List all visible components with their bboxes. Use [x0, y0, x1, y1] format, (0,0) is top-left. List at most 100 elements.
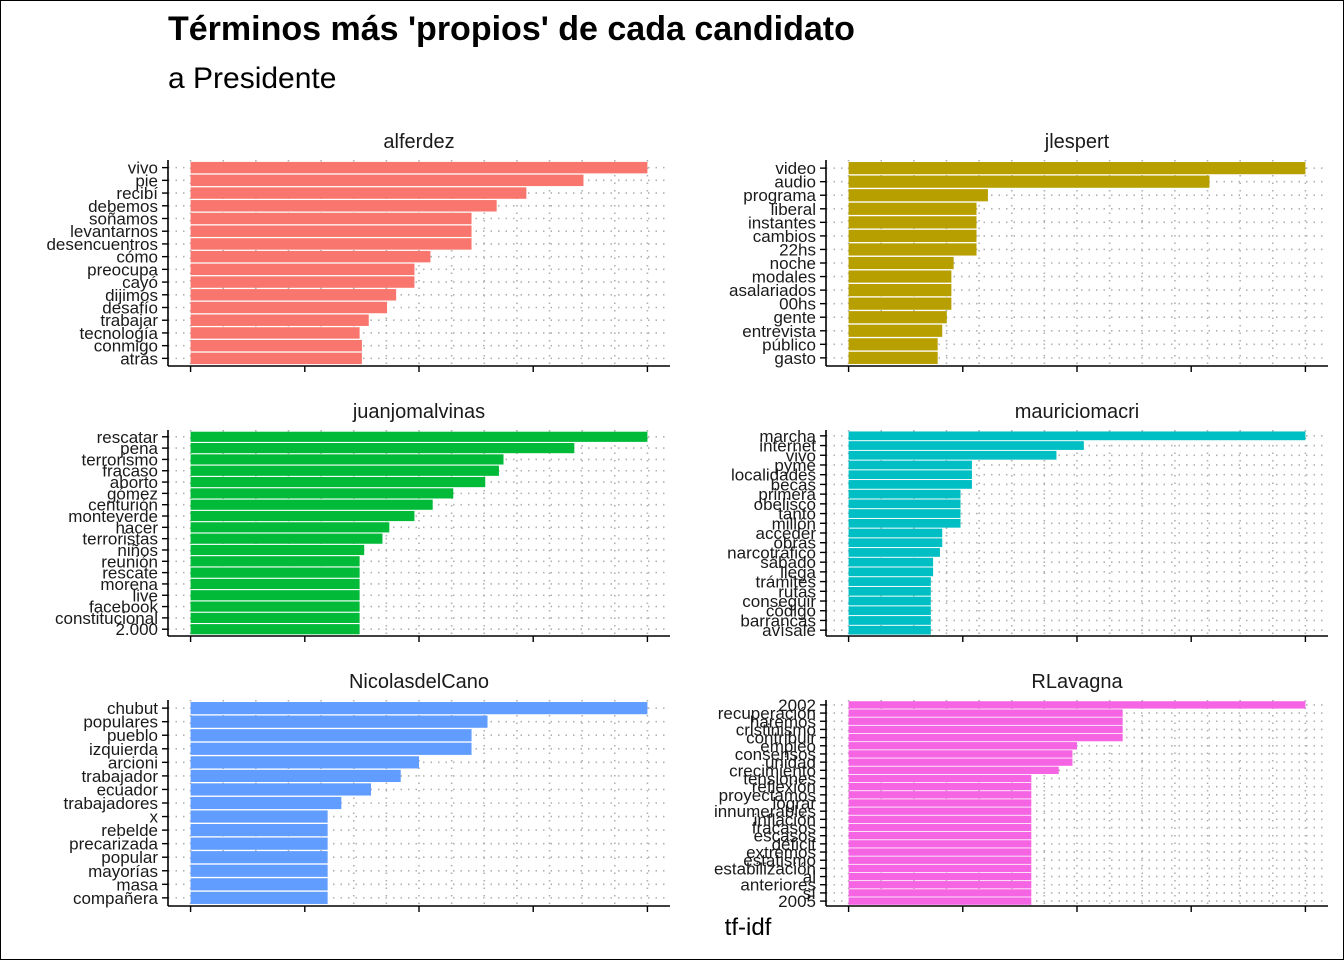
y-tick-label-1-8: modales: [752, 268, 816, 287]
y-tick-label-0-6: desencuentros: [46, 235, 158, 254]
y-tick-label-4-12: mayorías: [88, 862, 158, 881]
y-tick-label-3-0: marcha: [759, 427, 816, 446]
y-tick-label-3-1: internet: [759, 437, 816, 456]
y-tick-label-1-3: liberal: [771, 200, 816, 219]
y-tick-label-1-7: noche: [770, 254, 816, 273]
bar-5-7: [848, 758, 1073, 766]
bar-1-11: [848, 311, 947, 324]
y-tick-label-5-15: fracasos: [752, 819, 816, 838]
bar-3-0: [848, 431, 1306, 441]
y-tick-label-5-16: escasos: [754, 827, 816, 846]
bar-2-12: [190, 567, 360, 578]
y-tick-label-4-2: pueblo: [107, 726, 158, 745]
y-tick-label-2-12: rescate: [102, 564, 158, 583]
bar-2-1: [190, 443, 575, 454]
y-tick-label-2-5: gómez: [107, 484, 158, 503]
y-tick-label-4-8: x: [150, 808, 159, 827]
bar-3-18: [848, 606, 931, 616]
y-tick-label-4-6: ecuador: [97, 780, 159, 799]
y-tick-label-5-8: crecimiento: [729, 761, 816, 780]
y-tick-label-3-10: acceder: [756, 524, 817, 543]
bar-4-8: [190, 810, 328, 823]
bar-3-20: [848, 625, 931, 635]
y-tick-label-2-0: rescatar: [97, 428, 159, 447]
y-tick-label-3-19: barrancas: [740, 611, 816, 630]
y-tick-label-0-7: cómo: [116, 248, 158, 267]
y-tick-label-4-14: compañera: [73, 889, 159, 908]
bar-2-6: [190, 499, 433, 510]
y-tick-label-4-11: popular: [101, 848, 158, 867]
y-tick-label-5-11: proyectamos: [719, 786, 816, 805]
y-tick-label-0-0: vivo: [128, 159, 158, 178]
bar-0-4: [190, 212, 472, 225]
bar-4-12: [190, 864, 328, 877]
y-tick-label-5-17: déficit: [772, 835, 817, 854]
y-tick-label-0-14: conmigo: [94, 337, 158, 356]
y-tick-label-4-13: masa: [116, 875, 158, 894]
bar-0-15: [190, 352, 362, 365]
bar-0-8: [190, 263, 415, 276]
bar-5-24: [848, 897, 1032, 905]
bar-1-1: [848, 175, 1210, 188]
bar-0-1: [190, 174, 584, 187]
y-tick-label-3-5: becas: [771, 475, 816, 494]
bar-3-4: [848, 470, 972, 480]
bar-4-3: [190, 742, 472, 755]
bar-5-12: [848, 799, 1032, 807]
y-tick-label-0-5: levantarnos: [70, 222, 158, 241]
y-tick-label-3-12: narcotráfico: [727, 543, 816, 562]
y-tick-label-4-0: chubut: [107, 699, 158, 718]
bar-0-5: [190, 225, 472, 237]
y-tick-label-0-1: pie: [135, 171, 158, 190]
bar-2-10: [190, 544, 365, 556]
bar-0-0: [190, 161, 648, 174]
y-tick-label-2-3: fracaso: [102, 462, 158, 481]
bar-2-15: [190, 601, 360, 612]
bar-4-9: [190, 824, 328, 837]
y-tick-label-0-12: trabajar: [100, 311, 158, 330]
y-tick-label-5-0: 2002: [778, 696, 816, 715]
y-tick-label-4-5: trabajador: [81, 767, 158, 786]
chart-title: Términos más 'propios' de cada candidato: [168, 10, 855, 48]
y-tick-label-1-4: instantes: [748, 213, 816, 232]
y-tick-label-0-3: debemos: [88, 197, 158, 216]
bar-2-8: [190, 522, 390, 533]
y-tick-label-3-15: trámites: [756, 573, 816, 592]
facet-label-3: mauriciomacri: [1015, 401, 1139, 423]
x-axis-label: tf-idf: [724, 914, 772, 941]
bar-3-5: [848, 480, 972, 489]
bar-1-14: [848, 351, 938, 364]
y-tick-label-5-6: consensos: [735, 745, 816, 764]
bar-2-14: [190, 590, 360, 601]
bar-5-6: [848, 750, 1073, 758]
bar-0-13: [190, 327, 360, 339]
bar-1-6: [848, 243, 977, 256]
y-tick-label-3-13: sábado: [760, 553, 816, 572]
y-tick-label-2-10: niños: [117, 541, 158, 560]
y-tick-label-1-0: video: [775, 159, 816, 178]
bar-3-9: [848, 518, 961, 528]
bar-2-2: [190, 454, 504, 465]
y-tick-label-2-2: terrorismo: [81, 450, 158, 469]
y-tick-label-2-8: hacer: [115, 518, 158, 537]
bar-1-2: [848, 189, 988, 202]
bar-1-13: [848, 338, 938, 351]
bar-2-17: [190, 624, 360, 635]
bar-5-18: [848, 848, 1032, 856]
y-tick-label-3-6: primera: [758, 485, 816, 504]
bar-2-5: [190, 488, 454, 499]
y-tick-label-5-24: 2005: [778, 892, 816, 911]
bar-1-3: [848, 202, 977, 215]
y-tick-label-4-10: precarizada: [69, 835, 158, 854]
bar-5-23: [848, 889, 1032, 897]
facet-label-0: alferdez: [383, 131, 454, 153]
bar-4-6: [190, 783, 372, 796]
bar-5-9: [848, 774, 1032, 783]
bar-1-0: [848, 162, 1306, 175]
y-tick-label-5-21: al: [803, 868, 816, 887]
y-tick-label-1-14: gasto: [774, 349, 816, 368]
y-tick-label-0-15: atrás: [120, 349, 158, 368]
y-tick-label-5-10: reflexión: [752, 778, 816, 797]
y-tick-label-5-22: anteriores: [740, 876, 816, 895]
